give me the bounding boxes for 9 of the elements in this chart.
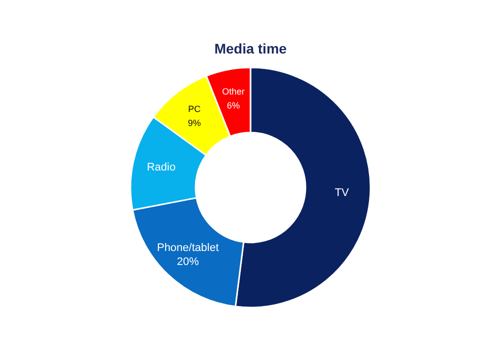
data-label: 20% xyxy=(176,256,200,268)
slice-label: Phone/tablet xyxy=(156,242,219,254)
slice-label: PC xyxy=(188,104,202,114)
slice-label: Radio xyxy=(146,162,176,174)
slice-label: Other xyxy=(222,86,245,97)
chart-title: Media time xyxy=(214,40,287,56)
data-label: 6% xyxy=(226,100,240,111)
data-label: 9% xyxy=(188,118,201,128)
slice-label: TV xyxy=(334,187,350,200)
